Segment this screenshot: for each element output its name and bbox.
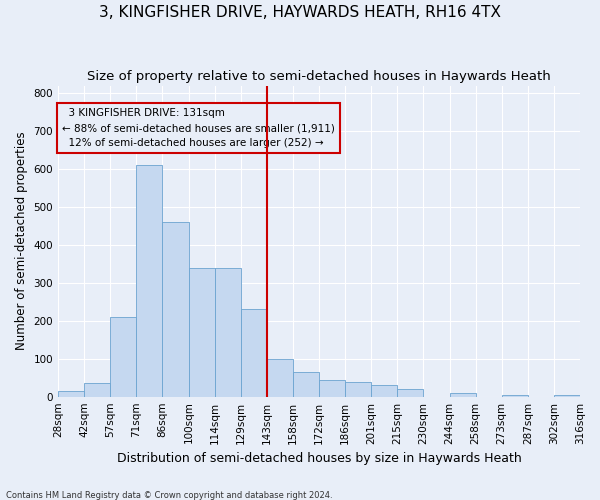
Bar — [241, 310, 267, 396]
Bar — [319, 380, 345, 396]
Bar — [215, 268, 241, 396]
Bar — [58, 391, 84, 396]
X-axis label: Distribution of semi-detached houses by size in Haywards Heath: Distribution of semi-detached houses by … — [116, 452, 521, 465]
Y-axis label: Number of semi-detached properties: Number of semi-detached properties — [15, 132, 28, 350]
Bar — [554, 395, 580, 396]
Title: Size of property relative to semi-detached houses in Haywards Heath: Size of property relative to semi-detach… — [87, 70, 551, 83]
Bar — [397, 389, 424, 396]
Bar — [502, 395, 528, 396]
Bar — [293, 372, 319, 396]
Bar — [449, 393, 476, 396]
Text: 3, KINGFISHER DRIVE, HAYWARDS HEATH, RH16 4TX: 3, KINGFISHER DRIVE, HAYWARDS HEATH, RH1… — [99, 5, 501, 20]
Bar — [345, 382, 371, 396]
Text: Contains HM Land Registry data © Crown copyright and database right 2024.: Contains HM Land Registry data © Crown c… — [6, 490, 332, 500]
Bar — [163, 222, 188, 396]
Bar — [267, 358, 293, 397]
Text: 3 KINGFISHER DRIVE: 131sqm
← 88% of semi-detached houses are smaller (1,911)
  1: 3 KINGFISHER DRIVE: 131sqm ← 88% of semi… — [62, 108, 335, 148]
Bar — [136, 165, 163, 396]
Bar — [188, 268, 215, 396]
Bar — [110, 317, 136, 396]
Bar — [84, 384, 110, 396]
Bar — [371, 386, 397, 396]
